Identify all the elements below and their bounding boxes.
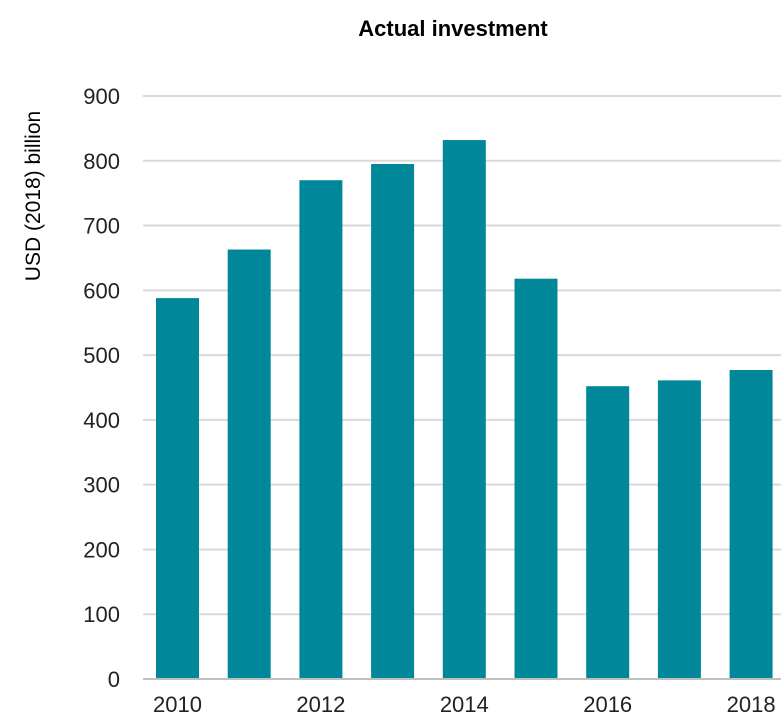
bar-2018	[729, 370, 773, 679]
x-tick-label: 2012	[296, 692, 345, 717]
x-tick-label: 2016	[583, 692, 632, 717]
bar-2011	[227, 249, 271, 680]
y-axis-ticks: 0 100 200 300 400 500 600 700 800 900	[83, 84, 120, 692]
bar-2010	[156, 298, 199, 679]
bar-2013	[371, 164, 415, 679]
y-tick-label: 0	[108, 667, 120, 692]
y-tick-label: 200	[83, 537, 120, 562]
bar-2015	[514, 278, 558, 679]
x-tick-label: 2018	[727, 692, 776, 717]
bar-2017	[657, 380, 701, 679]
y-tick-label: 500	[83, 343, 120, 368]
y-tick-label: 900	[83, 84, 120, 109]
y-tick-label: 400	[83, 408, 120, 433]
y-tick-label: 300	[83, 473, 120, 498]
bar-2012	[299, 180, 343, 679]
y-axis-label: USD (2018) billion	[22, 111, 45, 281]
bar-2016	[586, 386, 630, 679]
bar-2014	[442, 140, 486, 679]
y-tick-label: 100	[83, 602, 120, 627]
x-axis-ticks: 2010 2012 2014 2016 2018	[153, 692, 776, 717]
chart-title: Actual investment	[358, 16, 548, 41]
x-tick-label: 2010	[153, 692, 202, 717]
x-tick-label: 2014	[440, 692, 489, 717]
y-tick-label: 800	[83, 149, 120, 174]
y-tick-label: 700	[83, 214, 120, 239]
y-tick-label: 600	[83, 278, 120, 303]
bars	[156, 140, 773, 680]
